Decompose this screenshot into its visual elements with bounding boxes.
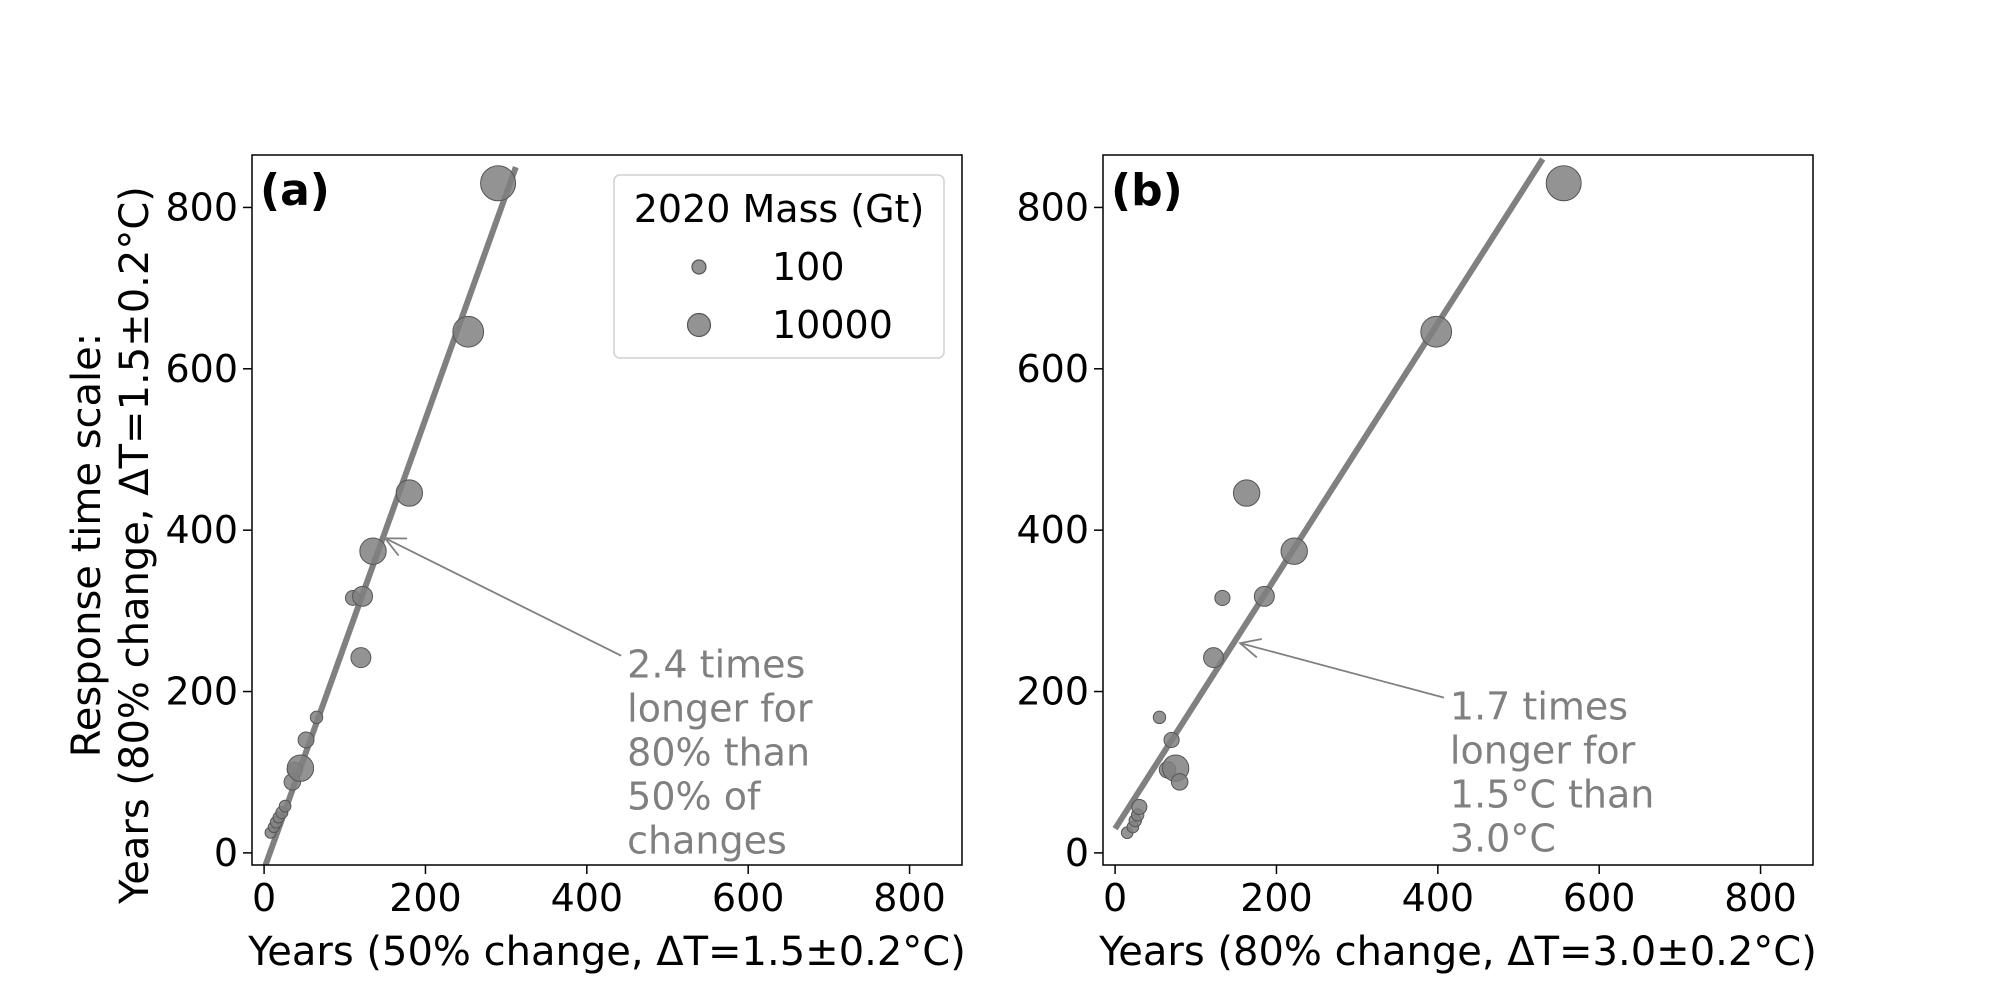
data-point: [1232, 479, 1261, 507]
annotation-arrow: [384, 537, 622, 657]
x-tick-label: 0: [252, 876, 276, 920]
x-axis-label: Years (80% change, ΔT=3.0±0.2°C): [1098, 929, 1817, 975]
x-tick-label: 800: [873, 876, 946, 920]
data-point: [278, 799, 292, 813]
data-point: [1545, 165, 1582, 202]
y-tick-label: 600: [165, 347, 238, 391]
x-tick-label: 400: [1402, 876, 1475, 920]
legend-title: 2020 Mass (Gt): [634, 187, 925, 231]
legend-label: 10000: [772, 303, 893, 347]
data-point: [350, 647, 372, 669]
annotation-arrow: [1239, 642, 1445, 699]
data-point: [1253, 585, 1275, 607]
data-point: [452, 315, 485, 348]
x-tick-label: 400: [551, 876, 624, 920]
annotation-arrowhead: [383, 537, 408, 557]
y-tick-label: 0: [214, 831, 238, 875]
x-tick-label: 200: [389, 876, 462, 920]
x-tick-label: 0: [1103, 876, 1127, 920]
y-tick-label: 200: [1016, 670, 1089, 714]
y-tick-label: 600: [1016, 347, 1089, 391]
data-point: [286, 754, 315, 782]
annotation-arrowhead: [1238, 638, 1262, 659]
data-point: [1420, 315, 1453, 348]
data-point: [359, 537, 387, 565]
legend-marker: [691, 259, 707, 275]
legend-marker: [686, 312, 712, 338]
legend: 2020 Mass (Gt) 100 10000: [613, 174, 945, 359]
y-tick-label: 200: [165, 670, 238, 714]
x-tick-label: 600: [712, 876, 785, 920]
data-point: [1280, 537, 1308, 565]
x-tick-label: 800: [1724, 876, 1797, 920]
data-point: [1163, 731, 1180, 749]
annotation-text: 1.7 times longer for 1.5°C than 3.0°C: [1450, 685, 1654, 861]
annotation-text: 2.4 times longer for 80% than 50% of changes: [627, 643, 813, 863]
data-point: [1203, 647, 1225, 669]
data-point: [297, 731, 315, 749]
panel-label: (b): [1111, 165, 1183, 216]
y-tick-label: 400: [1016, 508, 1089, 552]
data-point: [1131, 798, 1148, 815]
x-tick-label: 600: [1563, 876, 1636, 920]
y-tick-label: 800: [1016, 185, 1089, 229]
legend-box: [613, 174, 945, 359]
y-axis-label: Response time scale:Years (80% change, Δ…: [64, 186, 158, 905]
data-point: [352, 585, 374, 607]
fit-line: [262, 166, 519, 865]
plot-frame: [251, 154, 963, 866]
data-point: [1170, 773, 1189, 791]
data-point: [480, 165, 517, 202]
x-tick-label: 200: [1240, 876, 1313, 920]
data-point: [1214, 589, 1231, 607]
data-point: [1152, 710, 1167, 725]
data-point: [395, 479, 424, 507]
panel-b: 0 200 400 600 800 0 200 400 600 800 Years (80% cha…: [1016, 154, 1817, 975]
y-tick-label: 0: [1065, 831, 1089, 875]
y-tick-label: 800: [165, 185, 238, 229]
fit-line: [1112, 157, 1546, 831]
panel-a: 0 200 400 600 800 0 200 400 600 800 Years (50% cha…: [64, 154, 966, 975]
y-tick-label: 400: [165, 508, 238, 552]
x-axis-label: Years (50% change, ΔT=1.5±0.2°C): [247, 929, 966, 975]
data-point: [309, 710, 324, 725]
panel-label: (a): [260, 165, 330, 216]
legend-label: 100: [772, 245, 845, 289]
plot-frame: [1102, 154, 1814, 866]
